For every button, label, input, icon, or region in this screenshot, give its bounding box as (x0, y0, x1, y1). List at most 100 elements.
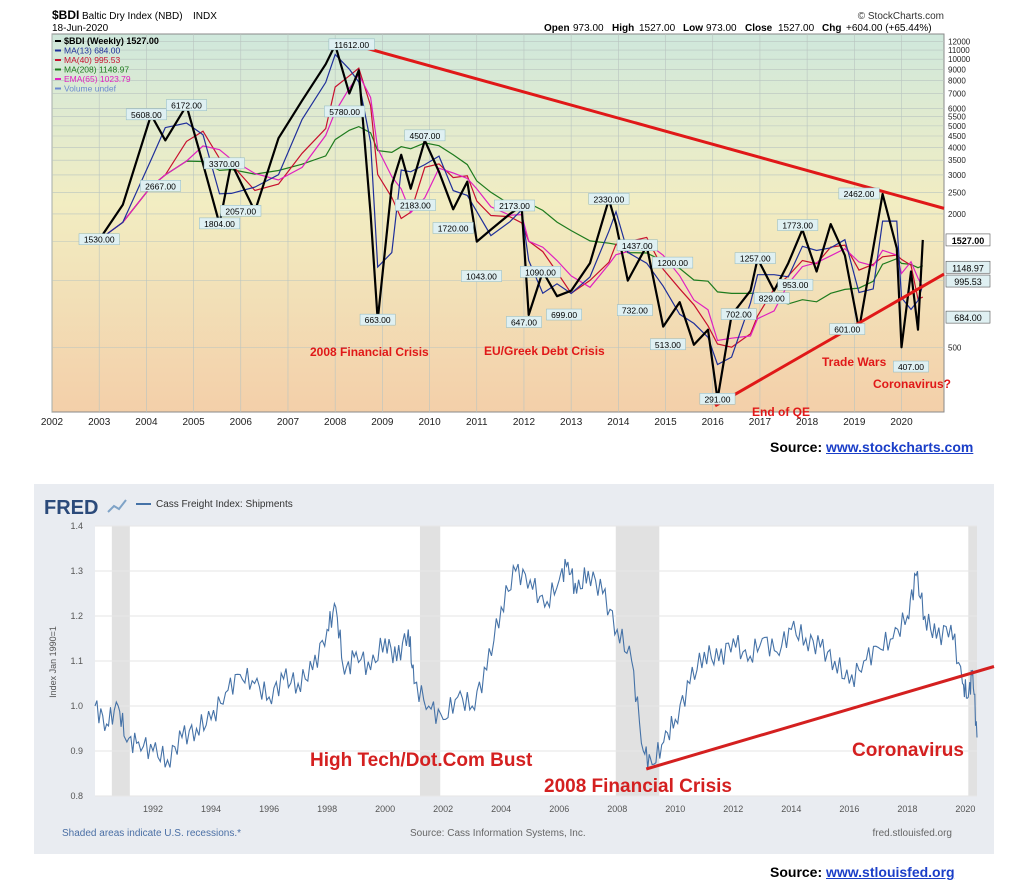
bdi-y-tick: 500 (948, 343, 962, 352)
svg-text:MA(40) 995.53: MA(40) 995.53 (64, 55, 120, 65)
stlouisfed-source: Source: www.stlouisfed.org (770, 864, 955, 880)
bdi-trendline (714, 272, 945, 408)
fred-y-tick: 0.8 (70, 791, 83, 801)
quote-open-label: Open (544, 23, 570, 34)
quote-high: 1527.00 (639, 23, 676, 34)
quote-chg: +604.00 (+65.44%) (846, 23, 932, 34)
svg-text:2183.00: 2183.00 (400, 201, 431, 211)
bdi-price-label: 5780.00 (324, 105, 366, 118)
fred-trendline (645, 665, 995, 771)
svg-text:6172.00: 6172.00 (171, 101, 202, 111)
svg-text:2057.00: 2057.00 (225, 206, 256, 216)
svg-text:1773.00: 1773.00 (782, 221, 813, 231)
fred-x-tick: 2020 (955, 804, 975, 814)
bdi-price-label: 1437.00 (616, 239, 658, 252)
fred-footer-recessions: Shaded areas indicate U.S. recessions.* (62, 828, 241, 839)
quote-low-label: Low (683, 23, 703, 34)
annotation-end-of-qe: End of QE (752, 405, 810, 419)
bdi-price-label: 513.00 (650, 338, 686, 351)
bdi-y-tick: 2000 (948, 210, 966, 219)
quote-close: 1527.00 (778, 23, 815, 34)
bdi-name: Baltic Dry Index (NBD) (82, 11, 183, 22)
bdi-legend-item: $BDI (Weekly) 1527.00 (55, 36, 159, 46)
bdi-price-label: 647.00 (506, 316, 542, 328)
svg-text:1804.00: 1804.00 (204, 219, 235, 229)
bdi-price-label: 11612.00 (328, 38, 375, 51)
annotation-eu-debt: EU/Greek Debt Crisis (484, 344, 605, 358)
stockcharts-source-label: Source: (770, 439, 823, 455)
fred-y-tick: 1.2 (70, 611, 83, 621)
bdi-y-tick: 2500 (948, 189, 966, 198)
bdi-x-tick: 2005 (182, 417, 205, 428)
bdi-price-label: 2462.00 (838, 187, 880, 200)
bdi-series-ema-65- (98, 73, 924, 342)
bdi-y-tick: 10000 (948, 55, 971, 64)
svg-text:1148.97: 1148.97 (952, 263, 984, 273)
svg-text:1530.00: 1530.00 (84, 235, 115, 245)
bdi-x-tick: 2006 (230, 417, 253, 428)
bdi-price-labels: 1530.00 5608.00 2667.00 6172.00 3370.00 1804.… (78, 38, 929, 405)
bdi-y-tick: 8000 (948, 77, 966, 86)
bdi-price-label: 1804.00 (199, 217, 240, 230)
bdi-x-tick: 2018 (796, 417, 819, 428)
bdi-price-label: 601.00 (829, 323, 866, 335)
stockcharts-source: Source: www.stockcharts.com (770, 439, 973, 455)
attribution: © StockCharts.com (858, 11, 944, 22)
bdi-y-tick: 3000 (948, 171, 966, 180)
fred-y-axis: 0.8 0.9 1.0 1.1 1.2 1.3 1.4 (70, 521, 83, 801)
fred-x-tick: 2010 (665, 804, 685, 814)
bdi-trendlines (353, 43, 945, 408)
bdi-price-label: 829.00 (753, 292, 790, 304)
svg-text:702.00: 702.00 (726, 310, 752, 320)
svg-text:699.00: 699.00 (551, 310, 577, 320)
bdi-price-label: 2057.00 (220, 205, 262, 217)
svg-text:1200.00: 1200.00 (657, 258, 688, 268)
fred-chart: FRED Cass Freight Index: Shipments 1992 1… (34, 484, 995, 854)
svg-text:1090.00: 1090.00 (525, 267, 556, 277)
stlouisfed-source-link[interactable]: www.stlouisfed.org (826, 864, 955, 880)
annotation-coronavirus-q: Coronavirus? (873, 377, 951, 391)
fred-x-tick: 2000 (375, 804, 395, 814)
fred-x-tick: 2016 (839, 804, 859, 814)
fred-x-tick: 2006 (549, 804, 569, 814)
bdi-series-ma-208- (98, 125, 924, 305)
stockcharts-source-link[interactable]: www.stockcharts.com (826, 439, 974, 455)
bdi-legend-item: Volume undef (55, 84, 117, 94)
fred-y-label: Index Jan 1990=1 (48, 626, 58, 698)
svg-text:953.00: 953.00 (782, 280, 808, 290)
bdi-x-tick: 2007 (277, 417, 300, 428)
bdi-price-label: 1090.00 (520, 266, 561, 278)
fred-footer-source: Source: Cass Information Systems, Inc. (410, 828, 586, 839)
annotation-coronavirus: Coronavirus (852, 740, 964, 761)
fred-x-tick: 2002 (433, 804, 453, 814)
bdi-legend-item: MA(208) 1148.97 (55, 65, 129, 75)
fred-y-tick: 1.1 (70, 656, 83, 666)
svg-text:601.00: 601.00 (834, 325, 860, 335)
svg-text:MA(13) 684.00: MA(13) 684.00 (64, 46, 120, 56)
bdi-price-label: 2183.00 (394, 199, 436, 211)
fred-series-title: Cass Freight Index: Shipments (156, 499, 293, 510)
bdi-y-tick: 11000 (948, 46, 970, 55)
svg-text:732.00: 732.00 (622, 306, 648, 316)
bdi-x-tick: 2017 (749, 417, 772, 428)
bdi-exchange: INDX (193, 11, 217, 22)
bdi-y-tick: 3500 (948, 156, 966, 165)
bdi-legend-item: EMA(65) 1023.79 (55, 74, 131, 84)
svg-text:2667.00: 2667.00 (145, 181, 176, 191)
svg-text:995.53: 995.53 (954, 277, 982, 287)
bdi-price-label: 732.00 (617, 304, 653, 316)
fred-footer-url[interactable]: fred.stlouisfed.org (873, 828, 953, 839)
bdi-x-tick: 2020 (890, 417, 913, 428)
svg-text:MA(208) 1148.97: MA(208) 1148.97 (64, 65, 129, 75)
fred-x-tick: 2014 (781, 804, 801, 814)
bdi-price-label: 699.00 (546, 308, 582, 321)
bdi-right-label: 1527.00 (945, 233, 991, 247)
bdi-x-tick: 2014 (607, 417, 630, 428)
bdi-price-label: 6172.00 (166, 99, 207, 111)
svg-text:3370.00: 3370.00 (209, 159, 240, 169)
fred-series-line (94, 558, 978, 769)
fred-logo-chart-icon (107, 499, 127, 513)
annotation-2008-crisis-fred: 2008 Financial Crisis (544, 776, 732, 797)
bdi-trendline (353, 43, 945, 210)
fred-x-tick: 1994 (201, 804, 221, 814)
